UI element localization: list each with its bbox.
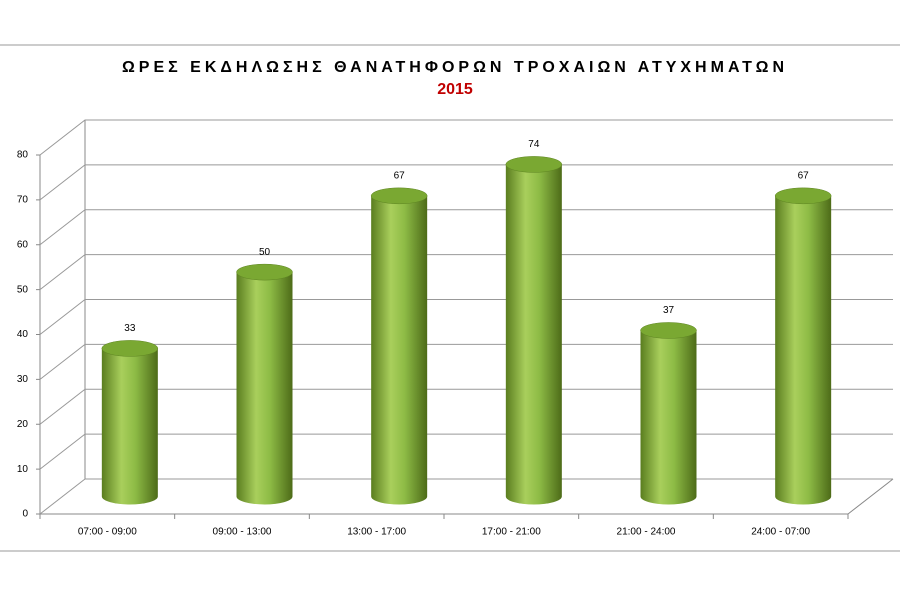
bar (371, 195, 428, 505)
x-tick-label: 07:00 - 09:00 (78, 527, 137, 538)
bar-top (774, 187, 832, 205)
chart-subtitle: 2015 (437, 81, 473, 98)
y-tick-label: 40 (17, 329, 29, 340)
bar-top (505, 156, 563, 173)
grid-line (39, 164, 893, 201)
y-tick-label: 70 (17, 195, 29, 206)
y-tick-label: 50 (17, 284, 29, 295)
y-tick-label: 80 (17, 150, 29, 161)
data-label: 50 (259, 247, 271, 258)
x-tick-label: 09:00 - 13:00 (213, 527, 272, 538)
data-label: 33 (124, 323, 136, 334)
bar (101, 348, 158, 505)
bar-top (370, 187, 428, 205)
grid-line (39, 119, 893, 156)
y-tick-label: 30 (17, 374, 29, 385)
x-tick-label: 21:00 - 24:00 (617, 527, 676, 538)
grid-line (39, 209, 893, 246)
data-label: 37 (663, 305, 675, 316)
data-label: 67 (798, 170, 810, 181)
floor-edge (847, 478, 894, 515)
x-tick-label: 17:00 - 21:00 (482, 527, 541, 538)
bar-top (236, 263, 293, 281)
x-tick-label: 24:00 - 07:00 (751, 527, 810, 538)
bar (640, 330, 697, 505)
data-label: 67 (394, 170, 406, 181)
grid-line (39, 343, 893, 380)
y-tick-label: 0 (22, 509, 28, 520)
grid-line (39, 433, 893, 470)
bar (236, 272, 293, 505)
bar-top (101, 340, 159, 357)
y-tick-label: 60 (17, 239, 29, 250)
data-label: 74 (528, 139, 540, 150)
bar (505, 164, 562, 505)
grid-line (39, 388, 893, 425)
grid-line (39, 299, 893, 335)
bar-top (640, 322, 697, 339)
x-tick-label: 13:00 - 17:00 (347, 527, 406, 538)
y-tick-label: 20 (17, 419, 29, 430)
grid-line (39, 254, 893, 291)
chart-title: ΩΡΕΣ ΕΚΔΗΛΩΣΗΣ ΘΑΝΑΤΗΦΟΡΩΝ ΤΡΟΧΑΙΩΝ ΑΤΥΧ… (122, 59, 788, 76)
y-tick-label: 10 (17, 464, 29, 475)
grid-line (39, 478, 893, 515)
bar (775, 195, 832, 505)
